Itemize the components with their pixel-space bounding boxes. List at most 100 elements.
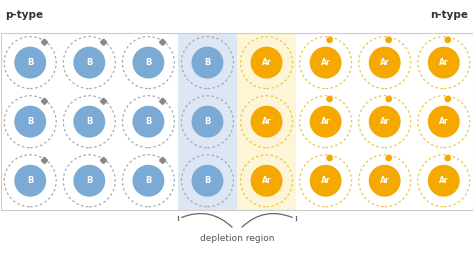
- Text: n-type: n-type: [430, 10, 469, 20]
- Circle shape: [102, 100, 105, 103]
- Circle shape: [101, 101, 105, 105]
- Text: B: B: [27, 176, 34, 185]
- Circle shape: [43, 98, 46, 102]
- Circle shape: [73, 47, 105, 78]
- Text: B: B: [86, 117, 92, 126]
- Circle shape: [43, 39, 46, 43]
- Text: p-type: p-type: [5, 10, 44, 20]
- Circle shape: [41, 40, 45, 44]
- Circle shape: [369, 47, 401, 78]
- Circle shape: [132, 106, 164, 138]
- Text: Ar: Ar: [439, 117, 448, 126]
- Text: B: B: [204, 58, 210, 67]
- Circle shape: [385, 96, 392, 102]
- Text: B: B: [204, 176, 210, 185]
- Circle shape: [161, 98, 164, 102]
- Text: B: B: [86, 58, 92, 67]
- Circle shape: [73, 165, 105, 197]
- Circle shape: [14, 47, 46, 78]
- Circle shape: [161, 100, 164, 103]
- Text: Ar: Ar: [439, 176, 448, 185]
- Circle shape: [100, 158, 104, 162]
- Circle shape: [326, 155, 333, 161]
- Circle shape: [161, 39, 164, 43]
- Circle shape: [159, 40, 163, 44]
- Circle shape: [161, 101, 164, 105]
- Text: B: B: [145, 58, 152, 67]
- Circle shape: [41, 158, 45, 162]
- Circle shape: [251, 165, 283, 197]
- Circle shape: [43, 100, 46, 103]
- Circle shape: [191, 165, 223, 197]
- Text: Ar: Ar: [380, 176, 390, 185]
- Circle shape: [43, 42, 46, 46]
- Circle shape: [161, 160, 164, 164]
- Circle shape: [385, 155, 392, 161]
- Circle shape: [103, 100, 107, 103]
- Circle shape: [44, 40, 48, 44]
- Circle shape: [191, 47, 223, 78]
- Circle shape: [251, 47, 283, 78]
- Text: Ar: Ar: [321, 117, 330, 126]
- Circle shape: [132, 47, 164, 78]
- Circle shape: [161, 157, 164, 161]
- Text: Ar: Ar: [321, 58, 330, 67]
- Text: Ar: Ar: [262, 58, 271, 67]
- Circle shape: [428, 165, 460, 197]
- Circle shape: [310, 165, 342, 197]
- Circle shape: [101, 39, 105, 43]
- Circle shape: [369, 165, 401, 197]
- Circle shape: [369, 106, 401, 138]
- Circle shape: [100, 100, 104, 103]
- Circle shape: [44, 100, 48, 103]
- Circle shape: [101, 160, 105, 164]
- Text: Ar: Ar: [380, 58, 390, 67]
- Circle shape: [428, 106, 460, 138]
- Text: B: B: [27, 58, 34, 67]
- Circle shape: [103, 40, 107, 44]
- Circle shape: [163, 100, 166, 103]
- Circle shape: [43, 159, 46, 162]
- Circle shape: [161, 42, 164, 46]
- Bar: [237, 33, 296, 210]
- Circle shape: [326, 37, 333, 43]
- Text: B: B: [27, 117, 34, 126]
- Circle shape: [103, 158, 107, 162]
- Circle shape: [100, 40, 104, 44]
- Circle shape: [161, 41, 164, 44]
- Circle shape: [43, 101, 46, 105]
- Text: Ar: Ar: [262, 117, 271, 126]
- Circle shape: [310, 47, 342, 78]
- Circle shape: [191, 106, 223, 138]
- Circle shape: [159, 100, 163, 103]
- Circle shape: [163, 158, 166, 162]
- Circle shape: [428, 47, 460, 78]
- Text: B: B: [145, 176, 152, 185]
- Circle shape: [14, 106, 46, 138]
- Circle shape: [101, 157, 105, 161]
- Circle shape: [310, 106, 342, 138]
- Circle shape: [44, 158, 48, 162]
- Text: Ar: Ar: [262, 176, 271, 185]
- Circle shape: [385, 37, 392, 43]
- Text: B: B: [86, 176, 92, 185]
- Bar: [178, 33, 237, 210]
- Circle shape: [251, 106, 283, 138]
- Circle shape: [161, 159, 164, 162]
- Circle shape: [73, 106, 105, 138]
- Circle shape: [102, 159, 105, 162]
- Text: B: B: [145, 117, 152, 126]
- Text: B: B: [204, 117, 210, 126]
- Circle shape: [163, 40, 166, 44]
- Circle shape: [43, 157, 46, 161]
- Bar: [0, 33, 474, 210]
- Circle shape: [445, 37, 451, 43]
- Circle shape: [159, 158, 163, 162]
- Circle shape: [326, 96, 333, 102]
- Text: Ar: Ar: [439, 58, 448, 67]
- Circle shape: [14, 165, 46, 197]
- Circle shape: [101, 42, 105, 46]
- Text: Ar: Ar: [321, 176, 330, 185]
- Circle shape: [102, 41, 105, 44]
- Circle shape: [445, 96, 451, 102]
